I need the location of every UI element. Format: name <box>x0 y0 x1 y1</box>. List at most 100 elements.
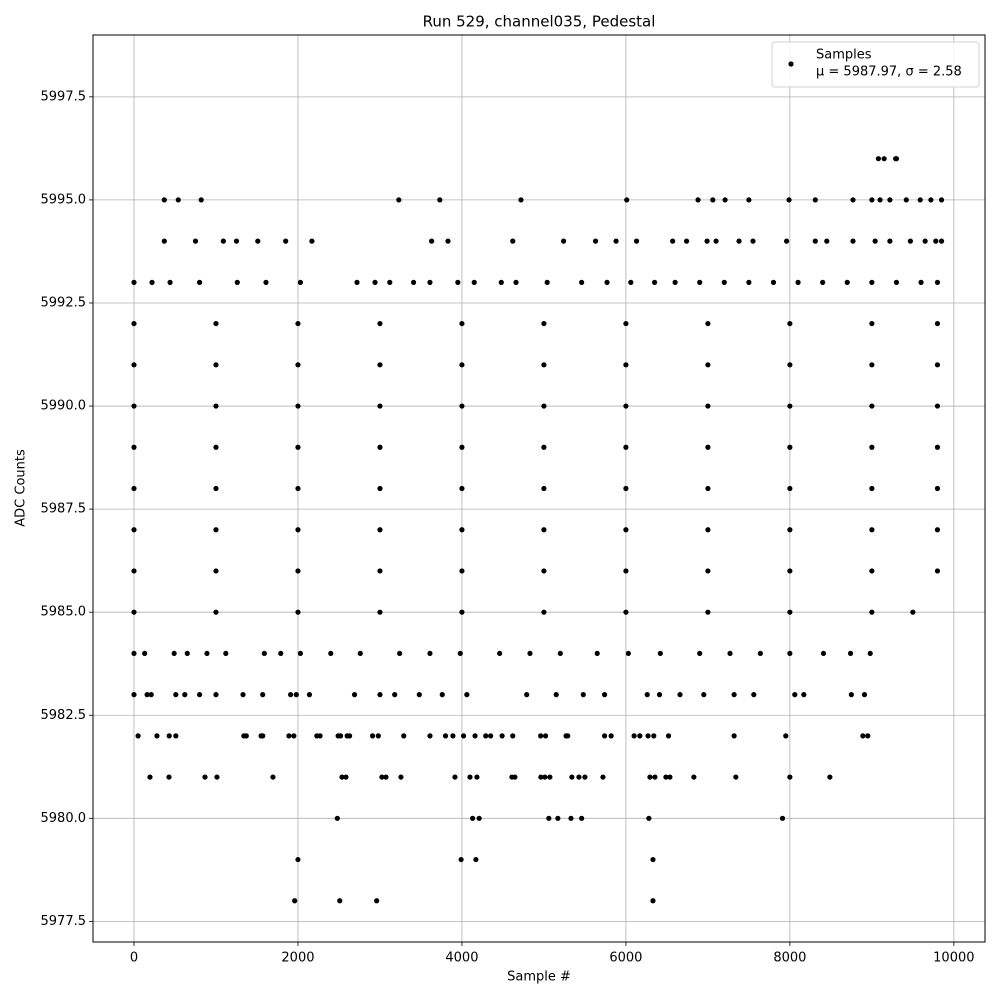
sample-point <box>260 692 266 698</box>
sample-point <box>665 733 672 739</box>
sample-point <box>483 733 489 739</box>
legend-note: μ = 5987.97, σ = 2.58 <box>816 65 962 80</box>
sample-point <box>473 856 479 863</box>
sample-point <box>875 156 882 162</box>
sample-point <box>594 650 600 657</box>
sample-point <box>499 733 505 739</box>
x-tick-label: 0 <box>130 951 138 966</box>
sample-point <box>869 197 875 203</box>
sample-point <box>850 197 856 203</box>
plot-frame <box>92 34 986 943</box>
sample-point <box>710 197 716 203</box>
sample-point <box>148 692 154 698</box>
sample-point <box>387 279 393 285</box>
sample-point <box>637 733 643 739</box>
sample-point <box>705 444 711 450</box>
sample-point <box>779 815 786 821</box>
sample-point <box>167 279 173 285</box>
sample-point <box>569 774 575 780</box>
sample-point <box>652 774 658 780</box>
sample-point <box>347 733 353 739</box>
sample-point <box>553 692 559 698</box>
sample-point <box>372 279 378 285</box>
sample-point <box>497 650 503 657</box>
sample-point <box>580 692 586 698</box>
sample-point <box>287 692 294 698</box>
sample-point <box>459 568 465 574</box>
sample-point <box>934 279 941 285</box>
sample-point <box>131 444 137 450</box>
sample-point <box>213 403 219 409</box>
y-tick-label: 5987.5 <box>41 502 87 517</box>
sample-point <box>295 485 301 492</box>
sample-point <box>934 403 941 409</box>
sample-point <box>142 650 148 657</box>
sample-point <box>592 238 599 244</box>
sample-point <box>731 733 737 739</box>
sample-point <box>459 527 465 533</box>
sample-point <box>848 692 854 698</box>
sample-point <box>697 650 703 657</box>
sample-point <box>213 692 219 698</box>
sample-point <box>657 650 663 657</box>
sample-point <box>705 527 711 533</box>
sample-point <box>171 650 177 657</box>
sample-point <box>377 568 383 574</box>
sample-point <box>547 774 553 780</box>
sample-point <box>213 568 219 574</box>
sample-point <box>881 156 887 162</box>
sample-point <box>812 238 818 244</box>
sample-point <box>651 733 657 739</box>
sample-point <box>306 692 313 698</box>
sample-point <box>869 320 875 327</box>
sample-point <box>161 197 167 203</box>
sample-point <box>474 774 480 780</box>
sample-point <box>214 774 220 780</box>
sample-point <box>270 774 276 780</box>
sample-point <box>934 527 941 533</box>
sample-point <box>427 733 433 739</box>
sample-point <box>541 568 547 574</box>
sample-point <box>623 403 629 409</box>
sample-point <box>460 733 467 739</box>
sample-point <box>787 403 793 409</box>
sample-point <box>877 197 883 203</box>
sample-point <box>787 320 793 327</box>
sample-point <box>401 733 407 739</box>
sample-point <box>512 774 518 780</box>
sample-point <box>464 692 470 698</box>
sample-point <box>928 197 934 203</box>
sample-point <box>582 774 588 780</box>
sample-point <box>670 238 676 244</box>
sample-point <box>524 692 530 698</box>
sample-point <box>824 238 830 244</box>
sample-point <box>860 733 866 739</box>
sample-point <box>295 444 301 450</box>
sample-point <box>770 279 777 285</box>
sample-point <box>377 485 383 492</box>
sample-point <box>787 650 793 657</box>
legend-label: Samples <box>816 48 872 63</box>
sample-point <box>213 485 219 492</box>
sample-point <box>783 238 790 244</box>
x-tick-label: 6000 <box>609 951 642 966</box>
sample-point <box>297 650 304 657</box>
sample-point <box>397 650 403 657</box>
sample-point <box>459 403 465 409</box>
sample-point <box>357 650 363 657</box>
sample-point <box>865 733 871 739</box>
sample-point <box>354 279 360 285</box>
sample-point <box>452 774 458 780</box>
sample-point <box>377 609 383 615</box>
sample-point <box>938 238 945 244</box>
sample-point <box>893 156 900 162</box>
sample-point <box>645 733 651 739</box>
sample-point <box>527 650 533 657</box>
sample-point <box>934 485 941 492</box>
sample-point <box>458 856 464 863</box>
sample-point <box>746 279 752 285</box>
sample-point <box>476 815 482 821</box>
sample-point <box>722 197 728 203</box>
sample-point <box>647 774 653 780</box>
sample-point <box>377 527 383 533</box>
